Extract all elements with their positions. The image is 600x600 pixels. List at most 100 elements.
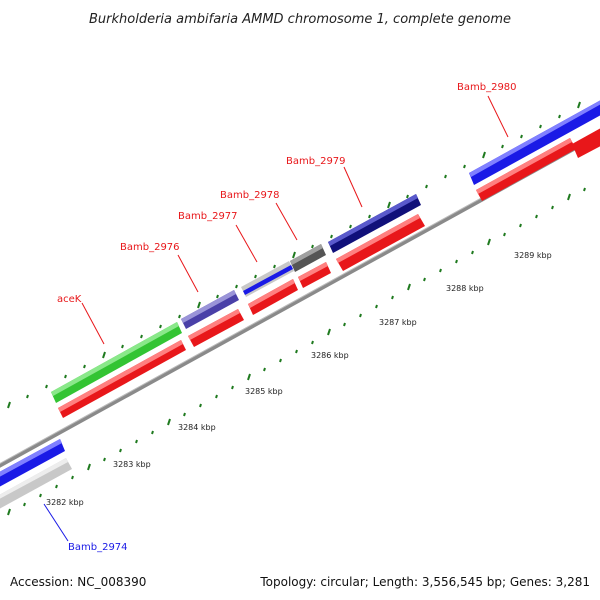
tick-mark (87, 463, 91, 471)
tick-mark (26, 394, 29, 399)
tick-mark (455, 259, 458, 264)
kbp-label-3288: 3288 kbp (446, 284, 484, 293)
gene-bar-gray-low (0, 458, 72, 509)
tick-mark (520, 134, 523, 139)
tick-mark (551, 205, 554, 210)
tick-mark (167, 418, 171, 426)
tick-mark (327, 328, 331, 336)
tick-mark (387, 201, 391, 209)
kbp-label-3285: 3285 kbp (245, 387, 283, 396)
inner-tick-row (7, 187, 586, 516)
gene-bar-Bamb_2974 (0, 439, 65, 487)
tick-mark (64, 374, 67, 379)
tick-mark (263, 367, 266, 372)
gene-label-Bamb_2979: Bamb_2979 (286, 156, 346, 167)
tick-mark (407, 283, 411, 291)
gene-label-Bamb_2980: Bamb_2980 (457, 82, 517, 93)
tick-mark (71, 475, 74, 480)
gene-label-Bamb_2978: Bamb_2978 (220, 190, 280, 201)
gene-bar-red-6 (476, 128, 600, 201)
tick-mark (295, 349, 298, 354)
accession-text: Accession: NC_008390 (10, 575, 146, 589)
tick-mark (102, 351, 106, 359)
tick-mark (119, 448, 122, 453)
gene-bar-Bamb_2976 (181, 290, 239, 329)
tick-mark (501, 144, 504, 149)
tick-mark (235, 284, 238, 289)
tick-mark (55, 484, 58, 489)
tick-mark (39, 493, 42, 498)
gene-bar-Bamb_2977 (241, 261, 294, 297)
tick-mark (103, 457, 106, 462)
kbp-label-3286: 3286 kbp (311, 351, 349, 360)
gene-bar-red-1 (58, 340, 186, 418)
gene-bar-Bamb_2978 (290, 244, 326, 272)
gene-bar-red-5 (336, 214, 425, 271)
tick-mark (375, 304, 378, 309)
tick-mark (487, 238, 491, 246)
tick-mark (463, 164, 466, 169)
tick-mark (425, 184, 428, 189)
kbp-label-3282: 3282 kbp (46, 498, 84, 507)
tick-mark (135, 439, 138, 444)
kbp-label-3284: 3284 kbp (178, 423, 216, 432)
gene-bar-red-2 (188, 309, 244, 347)
tick-mark (343, 322, 346, 327)
tick-mark (216, 294, 219, 299)
tick-mark (178, 314, 181, 319)
tick-mark (311, 244, 314, 249)
gene-bar-red-3 (248, 279, 298, 315)
gene-label-Bamb_2976: Bamb_2976 (120, 242, 180, 253)
tick-mark (215, 394, 218, 399)
kbp-label-3287: 3287 kbp (379, 318, 417, 327)
map-title: Burkholderia ambifaria AMMD chromosome 1… (89, 12, 511, 27)
kbp-label-3283: 3283 kbp (113, 460, 151, 469)
gene-bar-aceK (51, 322, 182, 403)
tick-mark (7, 508, 11, 516)
gene-bar-Bamb_2980 (469, 100, 600, 185)
tick-mark (197, 301, 201, 309)
tick-mark (439, 268, 442, 273)
tick-mark (444, 174, 447, 179)
tick-mark (83, 364, 86, 369)
tick-mark (45, 384, 48, 389)
tick-mark (121, 344, 124, 349)
tick-mark (7, 401, 11, 409)
tick-mark (503, 232, 506, 237)
kbp-label-3289: 3289 kbp (514, 251, 552, 260)
tick-mark (247, 373, 251, 381)
tick-mark (254, 274, 257, 279)
tick-mark (359, 313, 362, 318)
tick-mark (199, 403, 202, 408)
tick-mark (159, 324, 162, 329)
tick-mark (231, 385, 234, 390)
gene-label-Bamb_2977: Bamb_2977 (178, 211, 238, 222)
tick-mark (423, 277, 426, 282)
tick-mark (583, 187, 586, 192)
tick-mark (23, 502, 26, 507)
tick-mark (330, 234, 333, 239)
tick-mark (519, 223, 522, 228)
tick-mark (406, 194, 409, 199)
tick-mark (311, 340, 314, 345)
tick-mark (140, 334, 143, 339)
tick-mark (183, 412, 186, 417)
tick-mark (349, 224, 352, 229)
tick-mark (151, 430, 154, 435)
outer-tick-row (7, 101, 581, 409)
gene-label-Bamb_2974: Bamb_2974 (68, 542, 128, 553)
tick-mark (368, 214, 371, 219)
gene-bar-Bamb_2979 (328, 194, 421, 253)
tick-mark (535, 214, 538, 219)
gene-bar-red-4 (298, 262, 331, 288)
tick-mark (391, 295, 394, 300)
tick-mark (471, 250, 474, 255)
tick-mark (539, 124, 542, 129)
tick-mark (577, 101, 581, 109)
genome-summary-text: Topology: circular; Length: 3,556,545 bp… (259, 575, 590, 589)
tick-mark (279, 358, 282, 363)
tick-mark (273, 264, 276, 269)
tick-mark (482, 151, 486, 159)
leader-lines (43, 95, 509, 542)
